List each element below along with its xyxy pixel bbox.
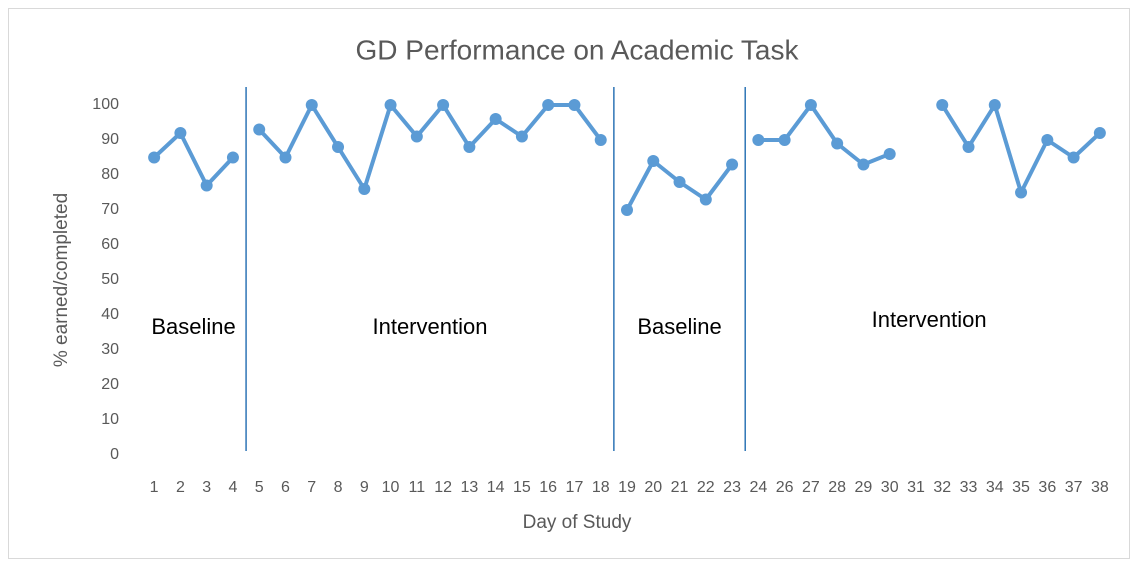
x-tick-label: 9 <box>360 479 369 496</box>
data-point <box>463 141 476 153</box>
series-line <box>152 131 235 188</box>
phase-label: Baseline <box>637 314 721 339</box>
x-tick-label: 38 <box>1091 479 1109 496</box>
data-point <box>962 141 975 153</box>
data-point <box>305 99 318 111</box>
x-tick-label: 15 <box>513 479 531 496</box>
x-tick-label: 36 <box>1038 479 1056 496</box>
data-point <box>226 151 239 164</box>
chart-border <box>8 8 1130 559</box>
data-point <box>410 130 423 143</box>
data-point <box>883 148 896 160</box>
y-tick-label: 30 <box>101 341 119 358</box>
x-tick-label: 34 <box>986 479 1004 496</box>
x-tick-label: 2 <box>176 479 185 496</box>
x-tick-label: 30 <box>881 479 899 496</box>
x-tick-label: 27 <box>802 479 820 496</box>
y-tick-label: 90 <box>101 131 119 148</box>
x-tick-label: 10 <box>382 479 400 496</box>
phase-label: Intervention <box>872 307 987 332</box>
data-point <box>726 158 739 171</box>
data-point <box>857 158 870 171</box>
phase-label: Intervention <box>372 314 487 339</box>
x-tick-label: 4 <box>228 479 237 496</box>
data-point <box>673 176 686 188</box>
phase-label: Baseline <box>151 314 235 339</box>
data-point <box>1041 134 1054 146</box>
x-tick-label: 12 <box>434 479 452 496</box>
data-point <box>489 113 502 125</box>
x-tick-label: 37 <box>1065 479 1083 496</box>
y-tick-label: 10 <box>101 411 119 428</box>
x-tick-label: 24 <box>749 479 767 496</box>
x-tick-label: 6 <box>281 479 290 496</box>
y-tick-label: 70 <box>101 201 119 218</box>
data-point <box>778 134 791 146</box>
x-tick-label: 26 <box>776 479 794 496</box>
data-point <box>936 99 949 111</box>
data-point <box>831 137 844 150</box>
x-tick-label: 29 <box>855 479 873 496</box>
x-tick-label: 11 <box>409 479 426 496</box>
data-point <box>253 123 266 136</box>
x-tick-label: 20 <box>644 479 662 496</box>
y-tick-label: 100 <box>92 96 119 113</box>
x-tick-label: 13 <box>460 479 478 496</box>
data-point <box>988 99 1001 111</box>
x-tick-label: 31 <box>907 479 925 496</box>
x-tick-label: 1 <box>150 479 159 496</box>
x-tick-label: 32 <box>933 479 951 496</box>
data-point <box>437 99 450 111</box>
y-tick-label: 50 <box>101 271 119 288</box>
x-tick-label: 8 <box>334 479 343 496</box>
series-line <box>257 103 603 191</box>
data-point <box>384 99 397 111</box>
x-tick-label: 3 <box>202 479 211 496</box>
data-point <box>174 127 187 139</box>
data-point <box>647 155 660 167</box>
data-point <box>279 151 292 164</box>
x-tick-label: 21 <box>671 479 689 496</box>
y-tick-label: 80 <box>101 166 119 183</box>
y-tick-label: 40 <box>101 306 119 323</box>
x-tick-label: 16 <box>539 479 557 496</box>
x-tick-label: 17 <box>566 479 584 496</box>
x-tick-label: 7 <box>307 479 316 496</box>
x-tick-label: 22 <box>697 479 715 496</box>
data-point <box>1067 151 1080 164</box>
x-tick-label: 28 <box>828 479 846 496</box>
x-tick-label: 5 <box>255 479 264 496</box>
x-tick-label: 19 <box>618 479 636 496</box>
y-tick-label: 20 <box>101 376 119 393</box>
y-tick-label: 0 <box>110 446 119 463</box>
x-tick-label: 14 <box>487 479 505 496</box>
y-axis-label: % earned/completed <box>51 193 72 367</box>
x-tick-label: 33 <box>960 479 978 496</box>
data-point <box>594 134 607 146</box>
chart-title: GD Performance on Academic Task <box>355 34 799 65</box>
data-point <box>621 204 633 216</box>
data-point <box>1093 127 1106 139</box>
y-tick-label: 60 <box>101 236 119 253</box>
data-point <box>699 193 712 206</box>
x-tick-label: 35 <box>1012 479 1030 496</box>
data-point <box>752 134 765 146</box>
data-point <box>332 141 345 153</box>
data-point <box>200 179 213 192</box>
data-point <box>804 99 817 111</box>
data-point <box>515 130 528 143</box>
data-point <box>542 99 555 111</box>
data-point <box>358 183 371 195</box>
data-point <box>148 151 161 164</box>
x-tick-label: 23 <box>723 479 741 496</box>
x-tick-label: 18 <box>592 479 610 496</box>
data-point <box>1015 186 1028 199</box>
data-point <box>568 99 581 111</box>
x-axis-label: Day of Study <box>523 512 632 533</box>
